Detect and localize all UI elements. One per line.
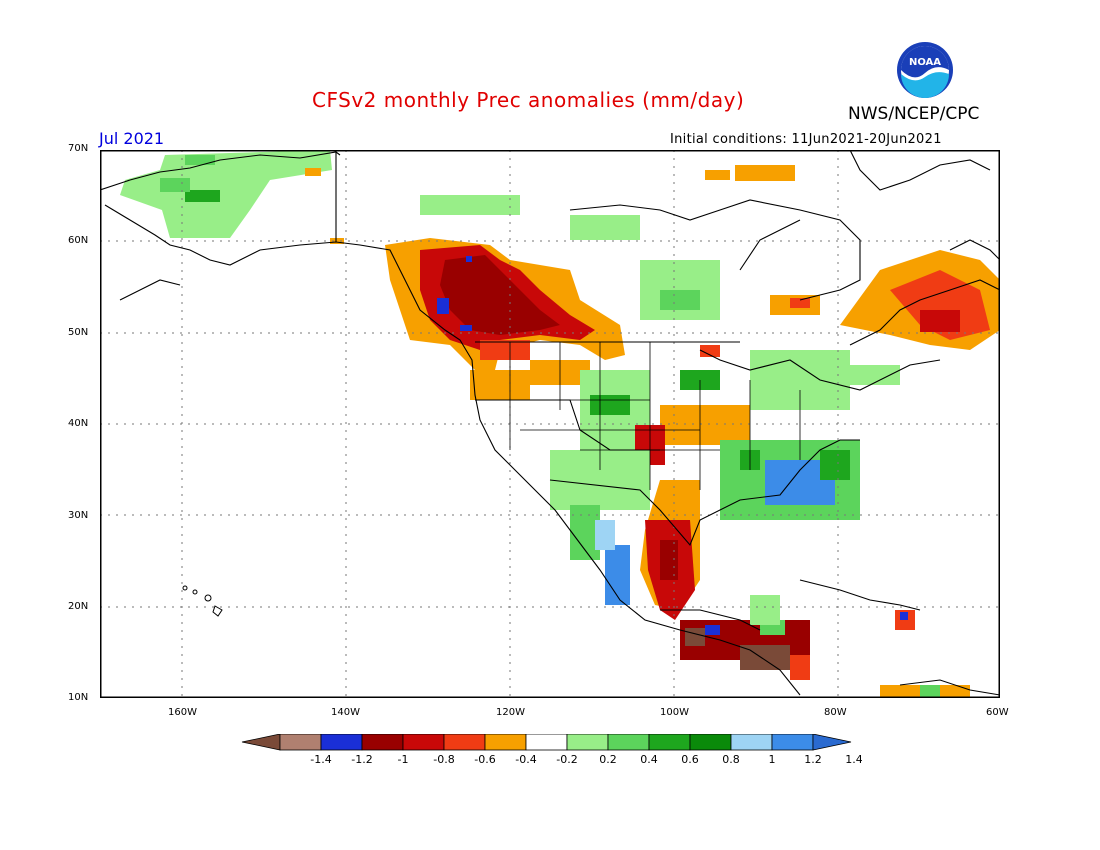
precip-anomaly-map bbox=[100, 150, 1000, 698]
legend-swatch bbox=[484, 734, 527, 751]
lon-label-80w: 80W bbox=[824, 707, 847, 718]
legend-swatch bbox=[607, 734, 650, 751]
legend-label: 1 bbox=[769, 753, 776, 766]
legend-label: -1 bbox=[398, 753, 409, 766]
legend-swatch bbox=[648, 734, 691, 751]
legend-label: -0.4 bbox=[515, 753, 536, 766]
logo-text: NOAA bbox=[909, 57, 941, 68]
legend-arrow-high bbox=[812, 734, 852, 751]
lat-label-30n: 30N bbox=[68, 510, 89, 521]
agency-label: NWS/NCEP/CPC bbox=[848, 104, 980, 124]
lon-label-140w: 140W bbox=[331, 707, 360, 718]
legend-label: -0.8 bbox=[433, 753, 454, 766]
legend-label: 0.2 bbox=[599, 753, 617, 766]
legend-swatch bbox=[730, 734, 773, 751]
legend-label: 1.4 bbox=[845, 753, 862, 766]
hawaii-islands bbox=[182, 585, 223, 617]
lon-label-160w: 160W bbox=[168, 707, 197, 718]
noaa-logo: NOAA bbox=[897, 42, 953, 98]
legend-label: -0.6 bbox=[474, 753, 495, 766]
lon-label-60w: 60W bbox=[986, 707, 1009, 718]
legend-label: -0.2 bbox=[556, 753, 577, 766]
legend-swatch bbox=[402, 734, 445, 751]
month-label: Jul 2021 bbox=[99, 129, 165, 148]
legend-label: -1.2 bbox=[351, 753, 372, 766]
legend-swatch bbox=[361, 734, 404, 751]
legend-label: 0.6 bbox=[681, 753, 699, 766]
lat-label-60n: 60N bbox=[68, 235, 89, 246]
lat-lon-grid bbox=[100, 150, 1000, 698]
legend-swatch bbox=[443, 734, 486, 751]
map-frame bbox=[100, 150, 1000, 698]
color-legend: -1.4 -1.2 -1 -0.8 -0.6 -0.4 -0.2 0.2 0.4 0.6 0.8 1 1… bbox=[241, 734, 862, 766]
state-borders bbox=[475, 342, 801, 490]
lat-label-40n: 40N bbox=[68, 418, 89, 429]
map-title: CFSv2 monthly Prec anomalies (mm/day) bbox=[312, 88, 745, 112]
legend-swatch bbox=[771, 734, 814, 751]
legend-swatch bbox=[525, 734, 568, 751]
legend-swatch bbox=[320, 734, 363, 751]
legend-label: -1.4 bbox=[310, 753, 331, 766]
legend-swatch bbox=[566, 734, 609, 751]
lat-label-20n: 20N bbox=[68, 601, 89, 612]
lon-label-120w: 120W bbox=[496, 707, 525, 718]
legend-label: 1.2 bbox=[804, 753, 822, 766]
legend-swatch bbox=[279, 734, 322, 751]
lon-label-100w: 100W bbox=[660, 707, 689, 718]
legend-swatch bbox=[689, 734, 732, 751]
initial-conditions-label: Initial conditions: 11Jun2021-20Jun2021 bbox=[670, 132, 942, 147]
lat-label-70n: 70N bbox=[68, 143, 89, 154]
legend-arrow-low bbox=[241, 734, 281, 751]
legend-label: 0.4 bbox=[640, 753, 658, 766]
lat-label-50n: 50N bbox=[68, 327, 89, 338]
legend-label: 0.8 bbox=[722, 753, 740, 766]
lat-label-10n: 10N bbox=[68, 692, 89, 703]
